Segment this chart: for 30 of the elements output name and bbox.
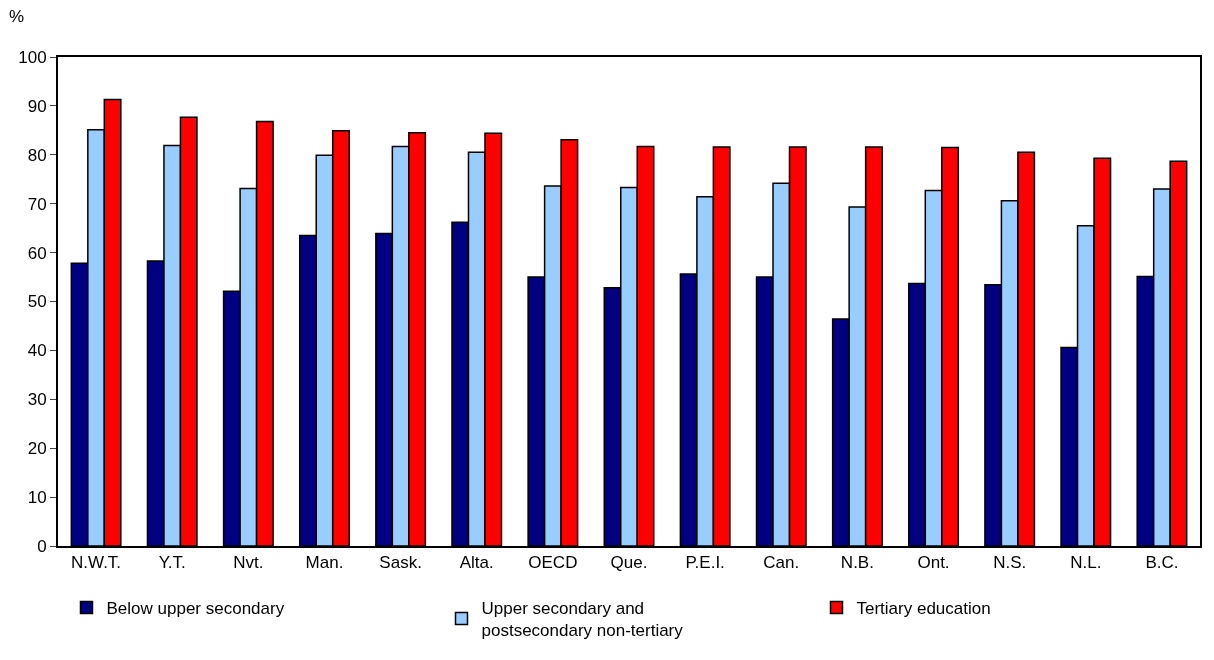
x-tick-label: Can. — [763, 553, 800, 573]
y-tick-label: 50 — [27, 292, 47, 312]
y-tick-label: 0 — [37, 536, 47, 556]
x-tick-label: N.S. — [993, 553, 1027, 573]
x-tick-label: Ont. — [917, 553, 950, 573]
legend-label: Upper secondary and postsecondary non-tertiary — [481, 599, 684, 641]
x-tick-label: Alta. — [459, 553, 494, 573]
y-tick-label: 20 — [27, 439, 47, 459]
y-tick-label: 10 — [27, 488, 47, 508]
x-tick-label: N.B. — [840, 553, 874, 573]
x-tick-label: N.W.T. — [71, 553, 122, 573]
x-tick-label: Y.T. — [158, 553, 186, 573]
x-tick-label: Man. — [305, 553, 344, 573]
x-tick-label: OECD — [528, 553, 578, 573]
legend-label: Below upper secondary — [106, 599, 285, 619]
legend-label: Tertiary education — [856, 599, 991, 619]
y-tick-label: 90 — [27, 96, 47, 116]
x-tick-label: Sask. — [379, 553, 422, 573]
x-tick-label: N.L. — [1070, 553, 1102, 573]
y-tick-label: 80 — [27, 145, 47, 165]
x-tick-label: Nvt. — [233, 553, 264, 573]
y-tick-label: 40 — [27, 341, 47, 361]
y-tick-label: 70 — [27, 194, 47, 214]
y-axis-title: % — [9, 7, 25, 26]
y-tick-label: 30 — [27, 390, 47, 410]
x-tick-label: Que. — [610, 553, 648, 573]
y-tick-label: 100 — [18, 47, 47, 67]
x-tick-label: P.E.I. — [685, 553, 725, 573]
x-tick-label: B.C. — [1145, 553, 1179, 573]
y-tick-label: 60 — [27, 243, 47, 263]
